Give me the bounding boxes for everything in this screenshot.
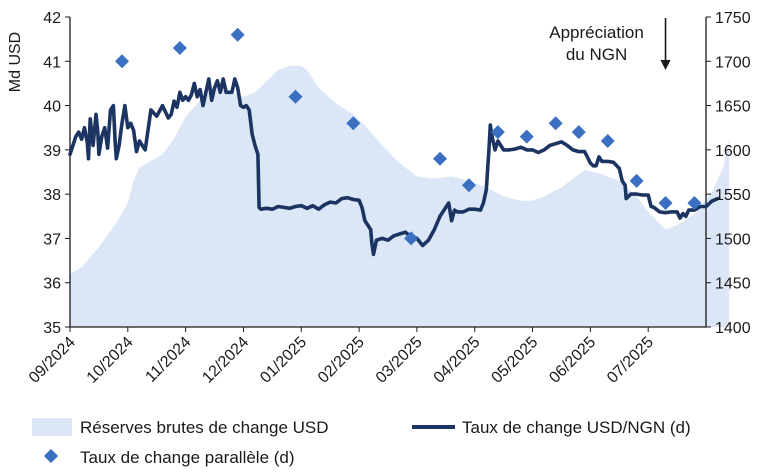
annotation: Appréciation du NGN <box>549 18 671 70</box>
usd-ngn-line <box>68 77 720 257</box>
y-right-tick-label: 1750 <box>715 10 751 27</box>
x-tick-label: 09/2024 <box>26 334 79 387</box>
y-left-tick-label: 40 <box>43 99 61 116</box>
x-tick-label: 07/2025 <box>604 334 657 387</box>
y-right-tick-label: 1600 <box>715 143 751 160</box>
parallel-rate-point <box>658 196 673 210</box>
y-left-tick-label: 36 <box>43 276 61 293</box>
parallel-rate-point <box>687 196 702 210</box>
parallel-rate-point <box>433 151 448 166</box>
parallel-rate-point <box>490 125 505 140</box>
annotation-arrowhead-icon <box>660 60 671 70</box>
y-right-tick-label: 1700 <box>715 54 751 71</box>
parallel-rate-point <box>346 116 361 131</box>
annotation-line-1: Appréciation <box>549 23 644 42</box>
legend-label-parallel: Taux de change parallèle (d) <box>80 448 295 467</box>
annotation-line-2: du NGN <box>566 45 627 64</box>
parallel-rate-point <box>172 41 187 55</box>
y-right-tick-label: 1550 <box>715 187 751 204</box>
y-left-tick-label: 41 <box>43 54 61 71</box>
axes-layer <box>69 17 707 328</box>
y-left-tick-label: 37 <box>43 231 61 248</box>
y-left-tick-label: 38 <box>43 187 61 204</box>
legend-swatch-reserves <box>32 418 72 436</box>
x-tick-label: 10/2024 <box>84 334 137 387</box>
parallel-rate-point <box>230 27 245 42</box>
parallel-rate-scatter-layer <box>115 27 702 246</box>
parallel-rate-point <box>600 134 615 148</box>
y-right-tick-label: 1500 <box>715 231 751 248</box>
x-tick-label: 01/2025 <box>257 334 310 387</box>
y-left-tick-label: 42 <box>43 10 61 27</box>
usd-ngn-line-layer <box>68 77 720 257</box>
x-tick-label: 12/2024 <box>199 334 252 387</box>
legend-label-usd-ngn: Taux de change USD/NGN (d) <box>462 418 691 437</box>
parallel-rate-point <box>404 231 419 246</box>
parallel-rate-point <box>629 173 644 188</box>
x-tick-label: 05/2025 <box>488 334 541 387</box>
legend: Réserves brutes de change USD Taux de ch… <box>32 418 691 467</box>
parallel-rate-point <box>115 54 130 69</box>
y-left-tick-label: 35 <box>43 320 61 337</box>
y-right-tick-label: 1650 <box>715 99 751 116</box>
reserves-area-layer <box>70 65 730 327</box>
x-tick-label: 03/2025 <box>373 334 426 387</box>
x-tick-label: 06/2025 <box>546 334 599 387</box>
x-tick-label: 02/2025 <box>315 334 368 387</box>
parallel-rate-point <box>519 129 534 144</box>
parallel-rate-point <box>461 178 476 193</box>
y-right-tick-label: 1450 <box>715 276 751 293</box>
parallel-rate-point <box>548 116 563 131</box>
x-tick-label: 04/2025 <box>431 334 484 387</box>
parallel-rate-point <box>288 89 303 104</box>
y-left-tick-label: 39 <box>43 143 61 160</box>
parallel-rate-point <box>571 125 586 140</box>
y-right-tick-label: 1400 <box>715 320 751 337</box>
x-tick-label: 11/2024 <box>142 334 194 386</box>
legend-label-reserves: Réserves brutes de change USD <box>80 418 329 437</box>
reserves-area <box>70 65 730 327</box>
legend-swatch-parallel <box>43 448 59 464</box>
y-axis-left-label: Md USD <box>7 32 24 92</box>
